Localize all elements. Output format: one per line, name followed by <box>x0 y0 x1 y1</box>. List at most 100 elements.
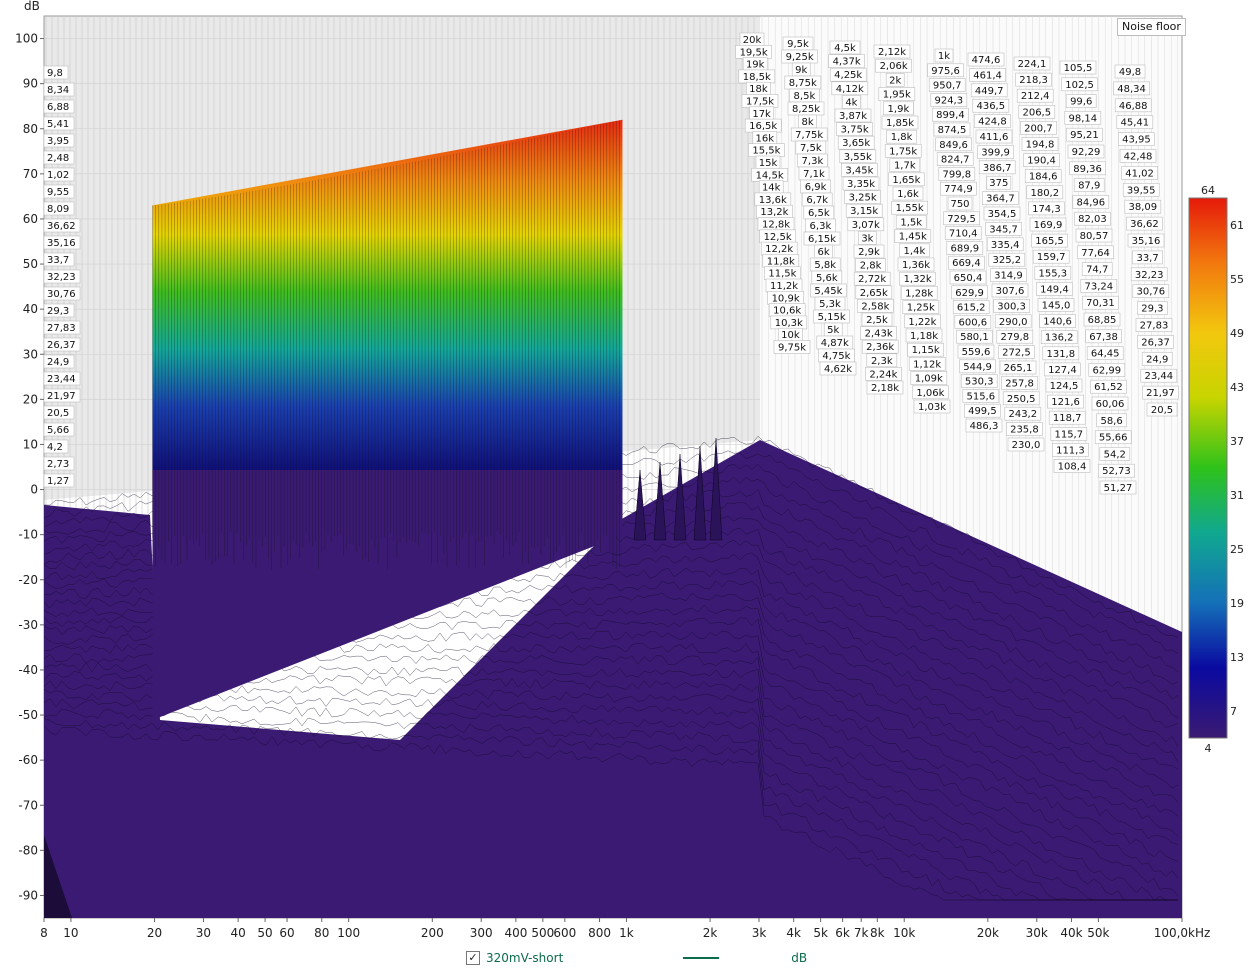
slice-label-text: 386,7 <box>983 163 1012 174</box>
slice-label: 12,5k <box>759 229 796 244</box>
edge-label: 5,66 <box>43 422 75 437</box>
slice-label-text: 4k <box>845 97 857 108</box>
slice-label: 424,8 <box>974 114 1011 128</box>
slice-label-box <box>952 300 990 314</box>
slice-label: 5,6k <box>811 270 843 285</box>
slice-label-text: 307,6 <box>996 286 1025 297</box>
slice-label-box <box>1065 94 1097 108</box>
slice-label-text: 290,0 <box>999 317 1028 328</box>
slice-label-box <box>1006 422 1043 436</box>
slice-label: 7,1k <box>798 166 830 181</box>
slice-label: 77,64 <box>1077 245 1114 260</box>
slice-label-text: 3,87k <box>839 111 867 122</box>
slice-label: 449,7 <box>970 83 1008 98</box>
slice-label-box <box>960 374 998 388</box>
slice-label-text: 689,9 <box>950 243 979 254</box>
slice-label: 206,5 <box>1018 105 1056 119</box>
edge-label: 29,3 <box>43 303 75 318</box>
slice-label-box <box>954 315 992 329</box>
slice-label-text: 1,15k <box>912 345 940 356</box>
slice-label-text: 124,5 <box>1050 381 1079 392</box>
edge-label-box <box>43 99 75 114</box>
slice-label-box <box>1099 447 1131 461</box>
edge-label-box <box>43 354 75 369</box>
slice-label-text: 99,6 <box>1070 97 1092 108</box>
slice-label-text: 849,6 <box>939 140 968 151</box>
slice-label-text: 43,95 <box>1122 135 1151 146</box>
edge-label-box <box>43 286 81 301</box>
slice-label: 1,06k <box>912 385 949 400</box>
slice-label-box <box>999 360 1037 375</box>
slice-label-box <box>900 286 938 300</box>
x-tick-label: 1k <box>619 926 634 940</box>
slice-label-box <box>970 83 1008 98</box>
edge-label-box <box>43 252 75 267</box>
slice-label-text: 230,0 <box>1012 440 1041 451</box>
slice-label: 243,2 <box>1004 406 1042 421</box>
slice-label: 1,5k <box>895 215 927 229</box>
slice-label-box <box>866 353 898 368</box>
slice-label: 3,45k <box>841 163 878 177</box>
slice-label-text: 61,52 <box>1094 382 1123 393</box>
series-checkbox[interactable]: ✓ <box>466 951 480 965</box>
slice-label-text: 2,3k <box>871 356 893 367</box>
slice-label-box <box>1024 169 1062 183</box>
slice-label-text: 1,25k <box>907 303 935 314</box>
slice-label-text: 32,23 <box>1135 270 1164 281</box>
slice-label: 750 <box>947 196 973 211</box>
edge-label-box <box>43 133 75 148</box>
slice-label: 27,83 <box>1135 318 1173 332</box>
slice-label-box <box>841 163 878 177</box>
slice-label-text: 799,8 <box>942 169 971 180</box>
legend: ✓ 320mV-short dB <box>466 949 807 967</box>
slice-label: 386,7 <box>978 160 1016 175</box>
slice-label-text: 13,2k <box>760 207 788 218</box>
slice-label: 95,21 <box>1066 127 1103 142</box>
slice-label-box <box>1053 459 1091 473</box>
slice-label-box <box>1042 346 1080 361</box>
slice-label: 824,7 <box>936 152 974 166</box>
x-tick-label: 800 <box>588 926 611 940</box>
slice-label-text: 190,4 <box>1027 156 1056 167</box>
slice-label-text: 1,22k <box>908 317 936 328</box>
slice-label-box <box>1126 216 1163 231</box>
slice-label-text: 4,87k <box>821 338 849 349</box>
slice-label-text: 3,35k <box>847 179 875 190</box>
slice-label: 23,44 <box>1140 368 1178 383</box>
slice-label-text: 6,9k <box>805 182 827 193</box>
slice-label-text: 35,16 <box>1132 236 1161 247</box>
slice-label-text: 7,1k <box>803 169 825 180</box>
slice-label-box <box>1137 335 1174 349</box>
slice-label-box <box>946 241 984 255</box>
slice-label: 15,5k <box>748 143 785 157</box>
slice-label: 184,6 <box>1024 169 1062 183</box>
slice-label-box <box>1040 330 1078 345</box>
slice-label-text: 6,5k <box>808 208 830 219</box>
slice-label-box <box>1080 279 1118 293</box>
slice-label: 20,5 <box>1146 402 1178 417</box>
slice-label-box <box>855 258 886 272</box>
slice-label: 18k <box>746 81 771 96</box>
slice-label: 307,6 <box>991 283 1029 298</box>
legend-unit: dB <box>791 951 808 965</box>
slice-label-box <box>884 144 922 158</box>
slice-label: 33,7 <box>1132 250 1163 265</box>
slice-label-box <box>1086 346 1124 360</box>
slice-label-text: 4,37k <box>833 57 861 68</box>
slice-label: 669,4 <box>948 255 985 270</box>
slice-label-box <box>873 44 911 59</box>
slice-label-box <box>907 342 944 357</box>
slice-label-box <box>967 52 1005 67</box>
slice-label-text: 2,58k <box>861 301 889 312</box>
slice-label-box <box>1050 426 1088 441</box>
slice-label-box <box>853 244 885 259</box>
slice-label: 1,8k <box>886 129 917 144</box>
slice-label-text: 18k <box>749 84 768 95</box>
slice-label-text: 3,75k <box>841 125 869 136</box>
slice-label-text: 7,5k <box>800 143 822 154</box>
slice-label: 118,7 <box>1048 410 1086 425</box>
slice-label-text: 67,38 <box>1089 332 1118 343</box>
slice-label-box <box>837 135 875 150</box>
slice-label-box <box>897 257 935 272</box>
